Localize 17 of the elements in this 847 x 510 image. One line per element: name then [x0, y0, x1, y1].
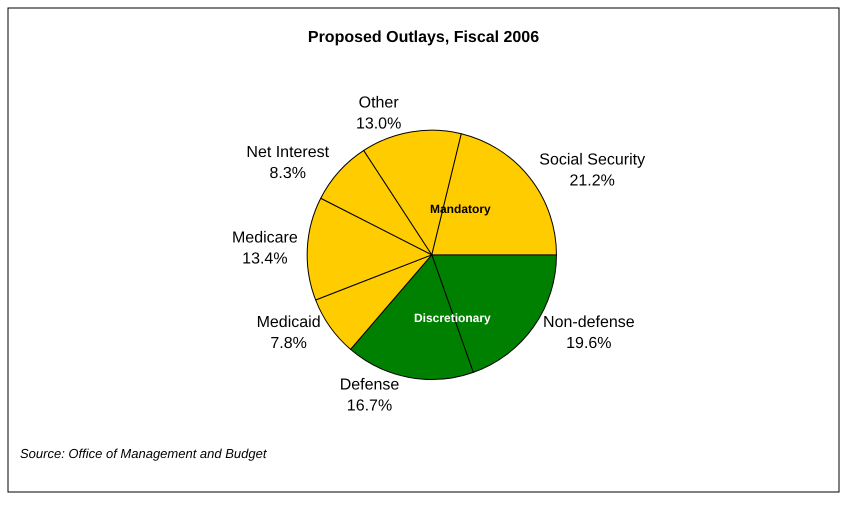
data-label: 7.8%: [270, 335, 307, 352]
data-label: 21.2%: [569, 172, 615, 190]
chart-title: Proposed Outlays, Fiscal 2006: [308, 28, 540, 46]
slice-label: Medicaid: [256, 314, 321, 332]
data-label: 13.4%: [242, 250, 288, 268]
source-note: Source: Office of Management and Budget: [20, 446, 268, 461]
data-label: 19.6%: [566, 335, 612, 352]
slice-label: Other: [358, 94, 400, 112]
data-label: 13.0%: [356, 116, 402, 133]
text: Discretionary: [414, 311, 492, 325]
slice-label: Social Security: [539, 152, 646, 169]
slice-label: Medicare: [232, 230, 298, 247]
slice-label: Defense: [340, 376, 400, 394]
data-label: 8.3%: [270, 164, 306, 182]
data-label: 16.7%: [346, 398, 392, 415]
slice-label: Non-defense: [543, 314, 635, 332]
slice-label: Net Interest: [246, 144, 330, 162]
